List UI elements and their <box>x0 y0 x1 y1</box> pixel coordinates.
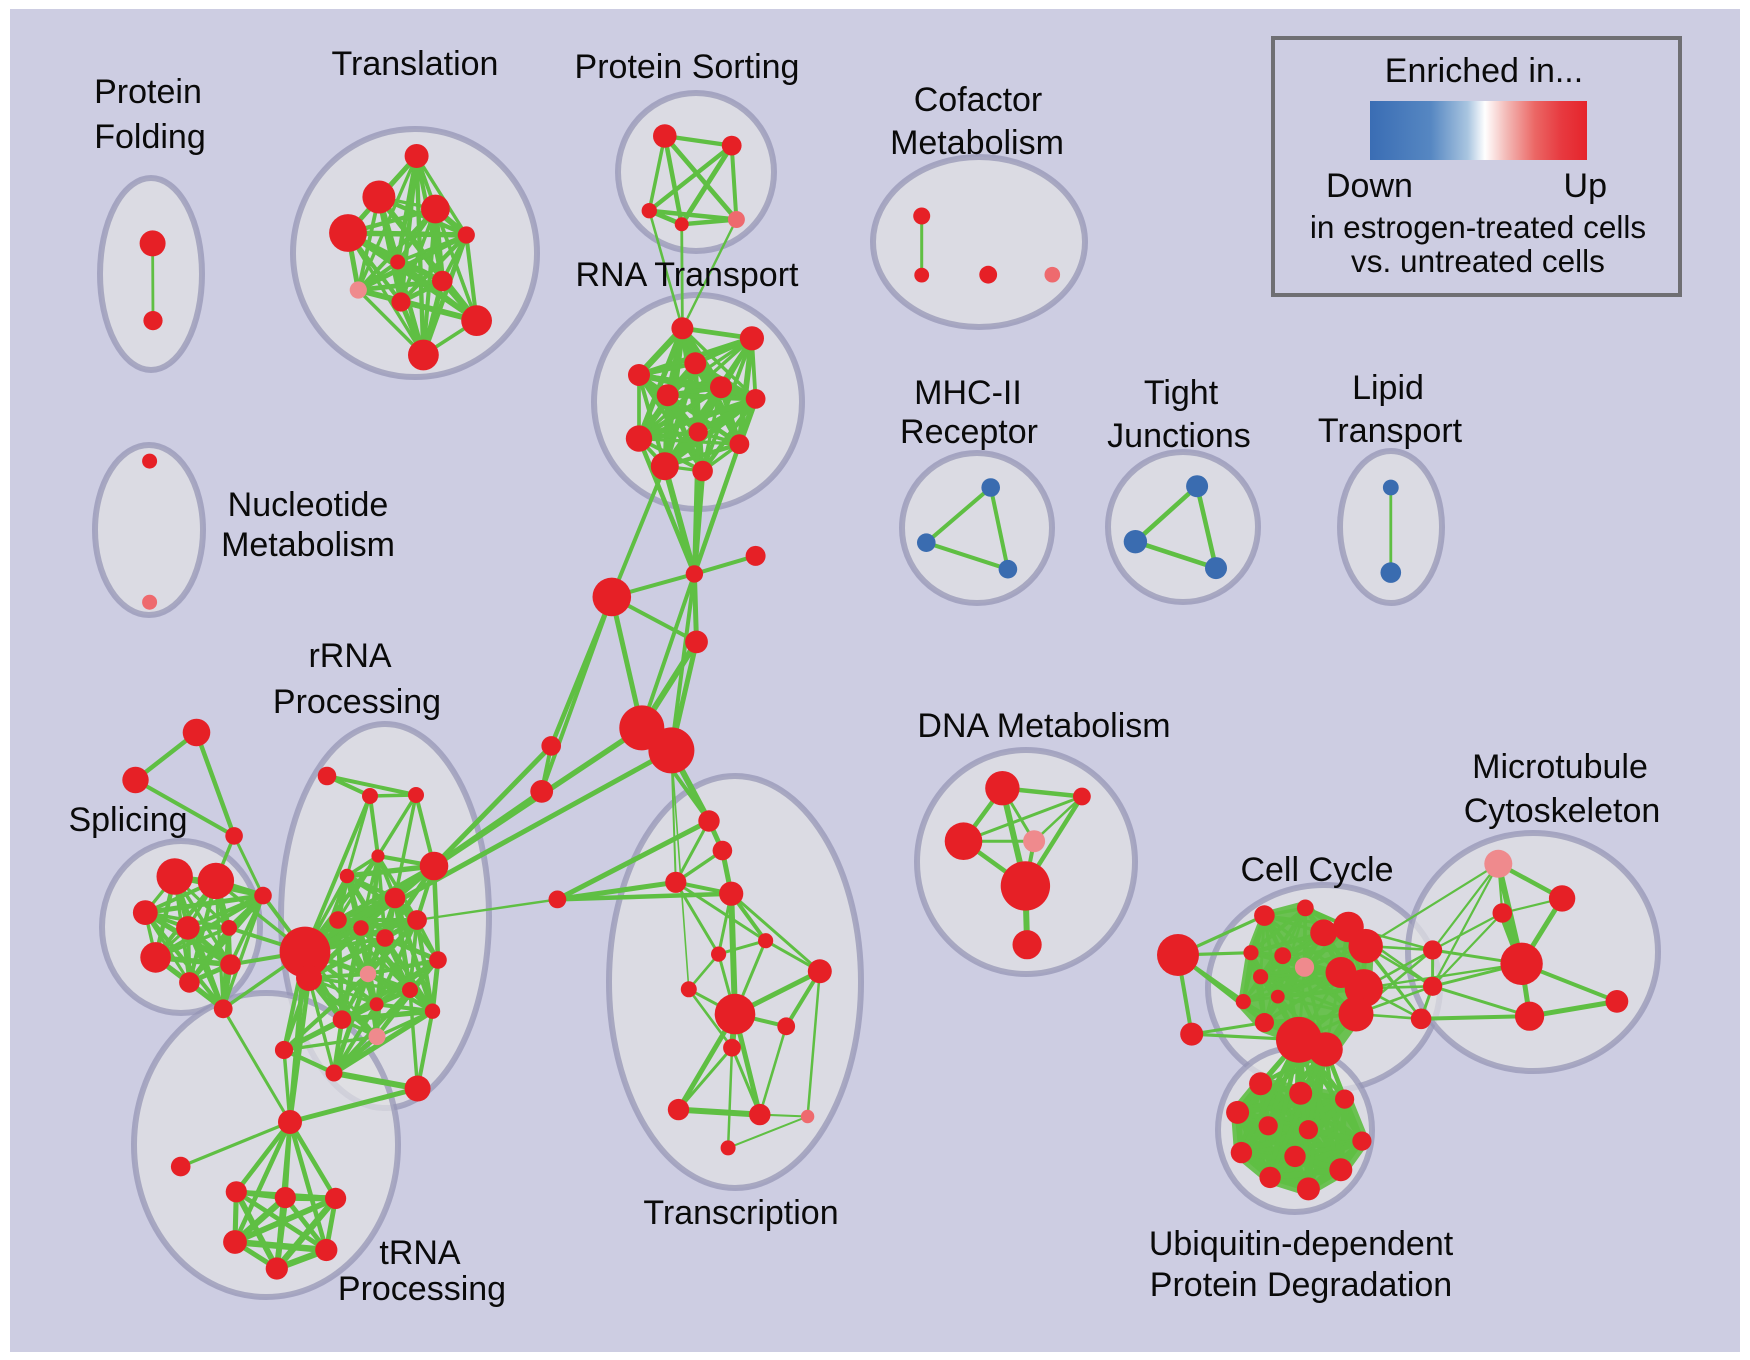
svg-text:Microtubule: Microtubule <box>1472 748 1648 786</box>
svg-text:Nucleotide: Nucleotide <box>228 486 389 524</box>
svg-text:Tight: Tight <box>1144 374 1219 412</box>
svg-text:in estrogen-treated cells: in estrogen-treated cells <box>1310 209 1646 245</box>
svg-text:Protein: Protein <box>94 73 202 111</box>
svg-text:DNA Metabolism: DNA Metabolism <box>917 707 1170 745</box>
svg-text:Splicing: Splicing <box>68 801 187 839</box>
svg-text:Down: Down <box>1326 167 1413 205</box>
svg-text:Ubiquitin-dependent: Ubiquitin-dependent <box>1149 1225 1454 1263</box>
svg-text:Cell Cycle: Cell Cycle <box>1240 851 1393 889</box>
svg-text:Translation: Translation <box>332 45 499 83</box>
svg-text:Enriched in...: Enriched in... <box>1385 52 1583 90</box>
svg-text:MHC-II: MHC-II <box>914 374 1022 412</box>
svg-text:Metabolism: Metabolism <box>890 124 1064 162</box>
svg-text:Processing: Processing <box>273 683 441 721</box>
svg-text:Transport: Transport <box>1318 412 1463 450</box>
svg-text:Transcription: Transcription <box>643 1194 838 1232</box>
svg-text:rRNA: rRNA <box>308 637 391 675</box>
svg-text:Metabolism: Metabolism <box>221 526 395 564</box>
svg-text:RNA Transport: RNA Transport <box>576 256 800 294</box>
svg-text:Protein Degradation: Protein Degradation <box>1150 1266 1452 1304</box>
svg-text:vs. untreated cells: vs. untreated cells <box>1351 243 1605 279</box>
svg-text:tRNA: tRNA <box>379 1234 461 1272</box>
svg-text:Junctions: Junctions <box>1107 417 1251 455</box>
svg-text:Cytoskeleton: Cytoskeleton <box>1464 792 1661 830</box>
svg-text:Receptor: Receptor <box>900 413 1038 451</box>
svg-text:Folding: Folding <box>94 118 206 156</box>
svg-text:Lipid: Lipid <box>1352 369 1424 407</box>
svg-text:Up: Up <box>1564 167 1607 205</box>
svg-text:Cofactor: Cofactor <box>914 81 1043 119</box>
svg-text:Protein Sorting: Protein Sorting <box>575 48 800 86</box>
svg-text:Processing: Processing <box>338 1270 506 1308</box>
